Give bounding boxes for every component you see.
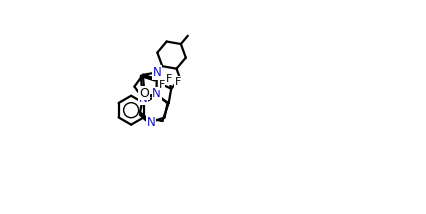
- Text: N: N: [153, 87, 161, 100]
- Text: N: N: [138, 92, 147, 105]
- Text: F: F: [158, 80, 165, 90]
- Text: O: O: [139, 87, 149, 100]
- Text: N: N: [147, 116, 155, 129]
- Text: N: N: [153, 66, 161, 79]
- Text: F: F: [166, 74, 172, 84]
- Text: F: F: [175, 77, 181, 86]
